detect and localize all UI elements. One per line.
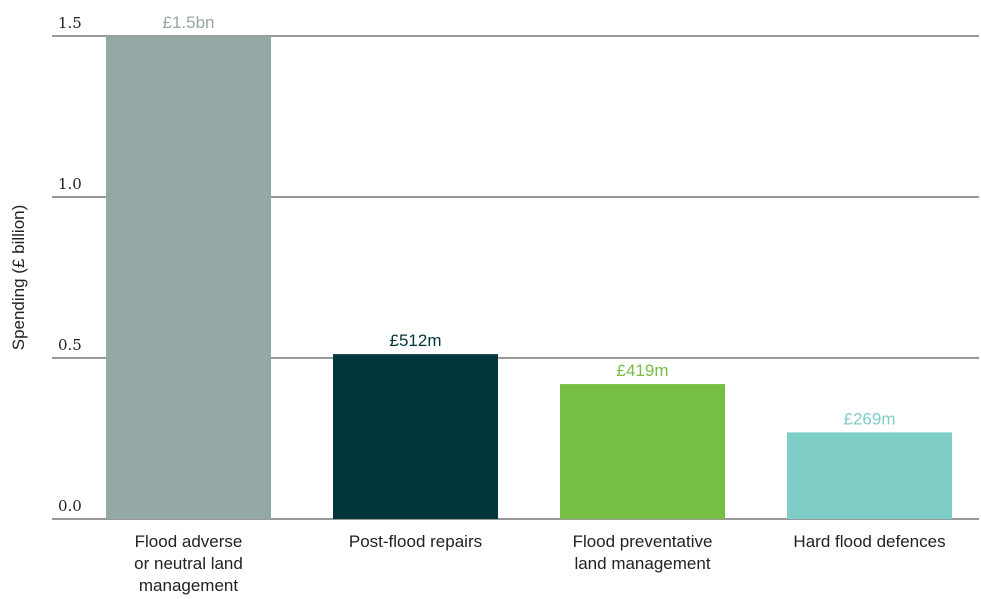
- data-labels: £1.5bn £512m £419m £269m: [163, 13, 896, 428]
- y-axis-title: Spending (£ billion): [9, 205, 28, 351]
- y-tick-label: 1.0: [58, 175, 82, 193]
- y-tick-label: 0.0: [58, 497, 82, 515]
- category-label-line: Hard flood defences: [793, 532, 945, 551]
- bar: [560, 384, 725, 519]
- data-label: £1.5bn: [163, 13, 215, 32]
- data-label: £512m: [390, 331, 442, 350]
- data-label: £419m: [617, 361, 669, 380]
- category-label: Hard flood defences: [793, 532, 945, 551]
- category-label-line: Flood adverse: [135, 532, 243, 551]
- category-label-line: land management: [574, 554, 710, 573]
- category-label-line: management: [139, 576, 239, 595]
- bar: [333, 354, 498, 519]
- y-tick-label: 0.5: [58, 336, 82, 354]
- bar: [787, 432, 952, 519]
- category-label: Flood adverse or neutral land management: [134, 532, 243, 595]
- category-labels: Flood adverse or neutral land management Po…: [134, 532, 945, 595]
- y-axis-ticks: 0.0 0.5 1.0 1.5: [58, 14, 82, 515]
- category-label-line: Post-flood repairs: [349, 532, 482, 551]
- category-label-line: Flood preventative: [573, 532, 713, 551]
- category-label: Flood preventative land management: [573, 532, 713, 573]
- bar: [106, 36, 271, 519]
- data-label: £269m: [844, 409, 896, 428]
- y-tick-label: 1.5: [58, 14, 82, 32]
- bars: [106, 36, 952, 519]
- category-label-line: or neutral land: [134, 554, 243, 573]
- category-label: Post-flood repairs: [349, 532, 482, 551]
